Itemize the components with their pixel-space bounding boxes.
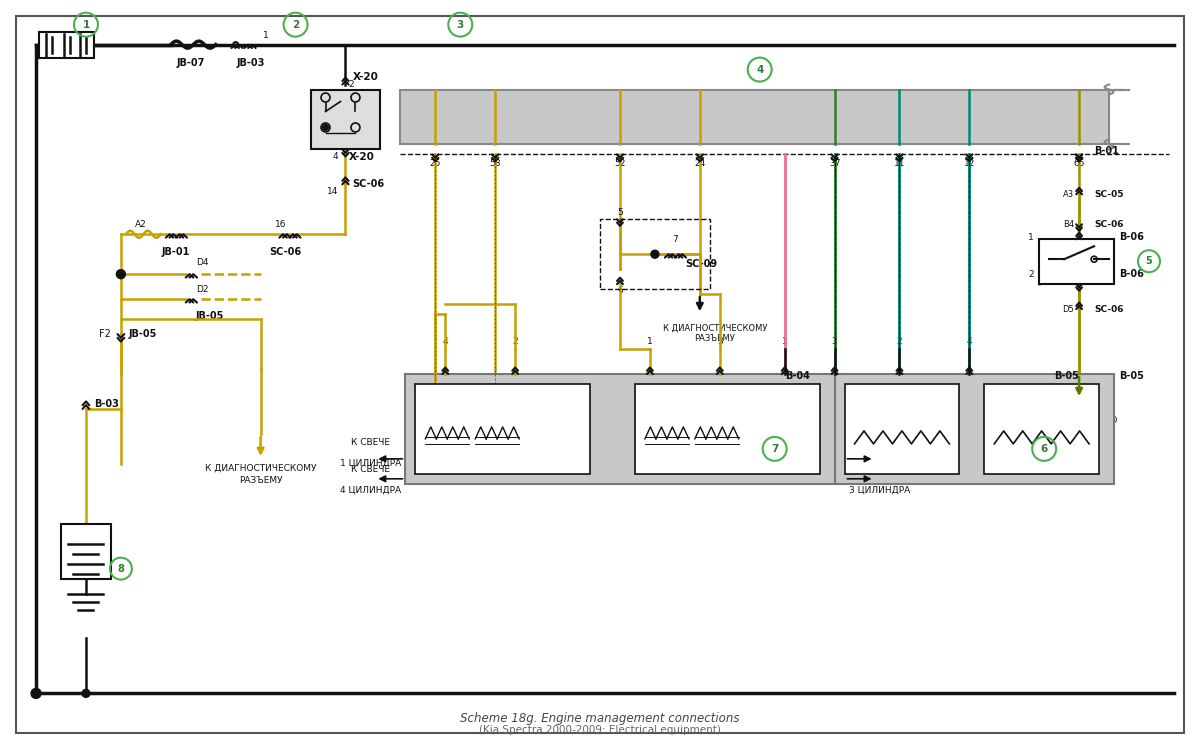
Text: 11: 11 [894, 160, 905, 169]
Text: К СВЕЧЕ: К СВЕЧЕ [350, 465, 390, 474]
Bar [845, 384, 959, 474]
Bar [40, 31, 94, 58]
Bar [1039, 239, 1114, 284]
Text: 14: 14 [328, 187, 338, 196]
Text: B-06: B-06 [1120, 232, 1144, 242]
Text: 4: 4 [332, 152, 338, 162]
Text: 2 ЦИЛИНДРА: 2 ЦИЛИНДРА [848, 459, 910, 468]
Text: X-20: X-20 [353, 72, 378, 82]
Text: 25: 25 [430, 160, 440, 169]
Bar [834, 374, 1114, 484]
Text: 6: 6 [1040, 444, 1048, 454]
Text: К СВЕЧЕ: К СВЕЧЕ [350, 438, 390, 447]
Text: SC-06: SC-06 [1094, 219, 1123, 228]
Circle shape [82, 689, 90, 697]
Text: 1: 1 [263, 31, 269, 40]
Text: D2: D2 [196, 285, 209, 294]
Bar [635, 384, 820, 474]
Text: 7: 7 [770, 444, 779, 454]
Text: SC-09: SC-09 [685, 259, 716, 269]
Text: 3: 3 [716, 337, 722, 346]
Text: B-03: B-03 [94, 399, 119, 409]
Text: 1 ЦИЛИНДРА: 1 ЦИЛИНДРА [340, 459, 401, 468]
Text: A3: A3 [1063, 189, 1074, 198]
Text: B-04: B-04 [785, 371, 810, 381]
Text: 3 ЦИЛИНДРА: 3 ЦИЛИНДРА [848, 486, 910, 495]
Text: JB-01: JB-01 [162, 247, 190, 257]
Bar [984, 384, 1099, 474]
Text: X-20: X-20 [348, 152, 374, 163]
Text: 1: 1 [1028, 233, 1034, 242]
Circle shape [650, 250, 659, 258]
Text: 4: 4 [443, 337, 448, 346]
Bar [415, 384, 590, 474]
Text: 1: 1 [647, 337, 653, 346]
Text: 5: 5 [617, 208, 623, 217]
Text: 4: 4 [966, 337, 972, 346]
Text: 3: 3 [832, 337, 838, 346]
Text: 58: 58 [490, 160, 500, 169]
Text: ВЫКЛЮЧАТЕЛЮ: ВЫКЛЮЧАТЕЛЮ [1040, 416, 1117, 425]
Text: 7: 7 [672, 235, 678, 244]
Text: 2: 2 [348, 80, 354, 89]
Text: РАЗЪЕМУ: РАЗЪЕМУ [695, 334, 736, 343]
Text: B-06: B-06 [1120, 269, 1144, 279]
Text: A2: A2 [134, 220, 146, 229]
Text: B-01: B-01 [1094, 146, 1118, 157]
Text: 24: 24 [694, 160, 706, 169]
Text: К СВЕЧЕ: К СВЕЧЕ [860, 465, 899, 474]
Circle shape [31, 688, 41, 698]
Text: К ДИАГНОСТИЧЕСКОМУ: К ДИАГНОСТИЧЕСКОМУ [205, 464, 317, 473]
Text: 2: 2 [896, 337, 902, 346]
Text: B-05: B-05 [1054, 371, 1079, 381]
Text: К СВЕЧЕ: К СВЕЧЕ [860, 438, 899, 447]
Text: 3: 3 [457, 19, 464, 30]
Bar [61, 524, 110, 579]
Text: B-05: B-05 [1120, 371, 1144, 381]
Bar [600, 219, 709, 289]
Bar [311, 90, 380, 149]
Text: 6: 6 [617, 286, 623, 295]
Text: 52: 52 [614, 160, 625, 169]
Text: 4: 4 [756, 64, 763, 75]
Text: SC-06: SC-06 [353, 179, 384, 189]
Text: 1: 1 [781, 337, 787, 346]
Bar [401, 90, 1109, 145]
Text: К ДИАГНОСТИЧЕСКОМУ: К ДИАГНОСТИЧЕСКОМУ [662, 324, 767, 333]
Text: 37: 37 [829, 160, 840, 169]
Text: SC-05: SC-05 [1094, 189, 1123, 198]
Text: 12: 12 [964, 160, 976, 169]
Text: 16: 16 [275, 220, 287, 229]
Text: Scheme 18g. Engine management connections: Scheme 18g. Engine management connection… [461, 712, 739, 725]
Text: D4: D4 [196, 258, 209, 267]
Text: JB-03: JB-03 [236, 58, 265, 67]
Text: JB-07: JB-07 [176, 58, 205, 67]
Text: D5: D5 [1062, 305, 1074, 314]
Text: 8: 8 [118, 564, 125, 574]
Text: 4 ЦИЛИНДРА: 4 ЦИЛИНДРА [340, 486, 401, 495]
Text: JB-05: JB-05 [196, 311, 224, 321]
Text: SC-06: SC-06 [1094, 305, 1123, 314]
Text: К ТЕРМО-: К ТЕРМО- [1057, 404, 1100, 413]
Text: 2: 2 [512, 337, 518, 346]
Text: JB-05: JB-05 [128, 329, 157, 339]
Text: F2: F2 [100, 329, 110, 339]
Text: РАЗЪЕМУ: РАЗЪЕМУ [239, 476, 282, 485]
Circle shape [323, 124, 329, 130]
Bar [406, 374, 845, 484]
Circle shape [116, 270, 125, 279]
Text: 2: 2 [1028, 270, 1034, 279]
Text: (Kia Spectra 2000-2009: Electrical equipment): (Kia Spectra 2000-2009: Electrical equip… [479, 725, 721, 736]
Text: 1: 1 [83, 19, 90, 30]
Text: 65: 65 [1073, 160, 1085, 169]
Text: SC-06: SC-06 [270, 247, 301, 257]
Text: B4: B4 [1063, 219, 1074, 228]
Text: 2: 2 [292, 19, 299, 30]
Text: 5: 5 [1146, 256, 1152, 266]
